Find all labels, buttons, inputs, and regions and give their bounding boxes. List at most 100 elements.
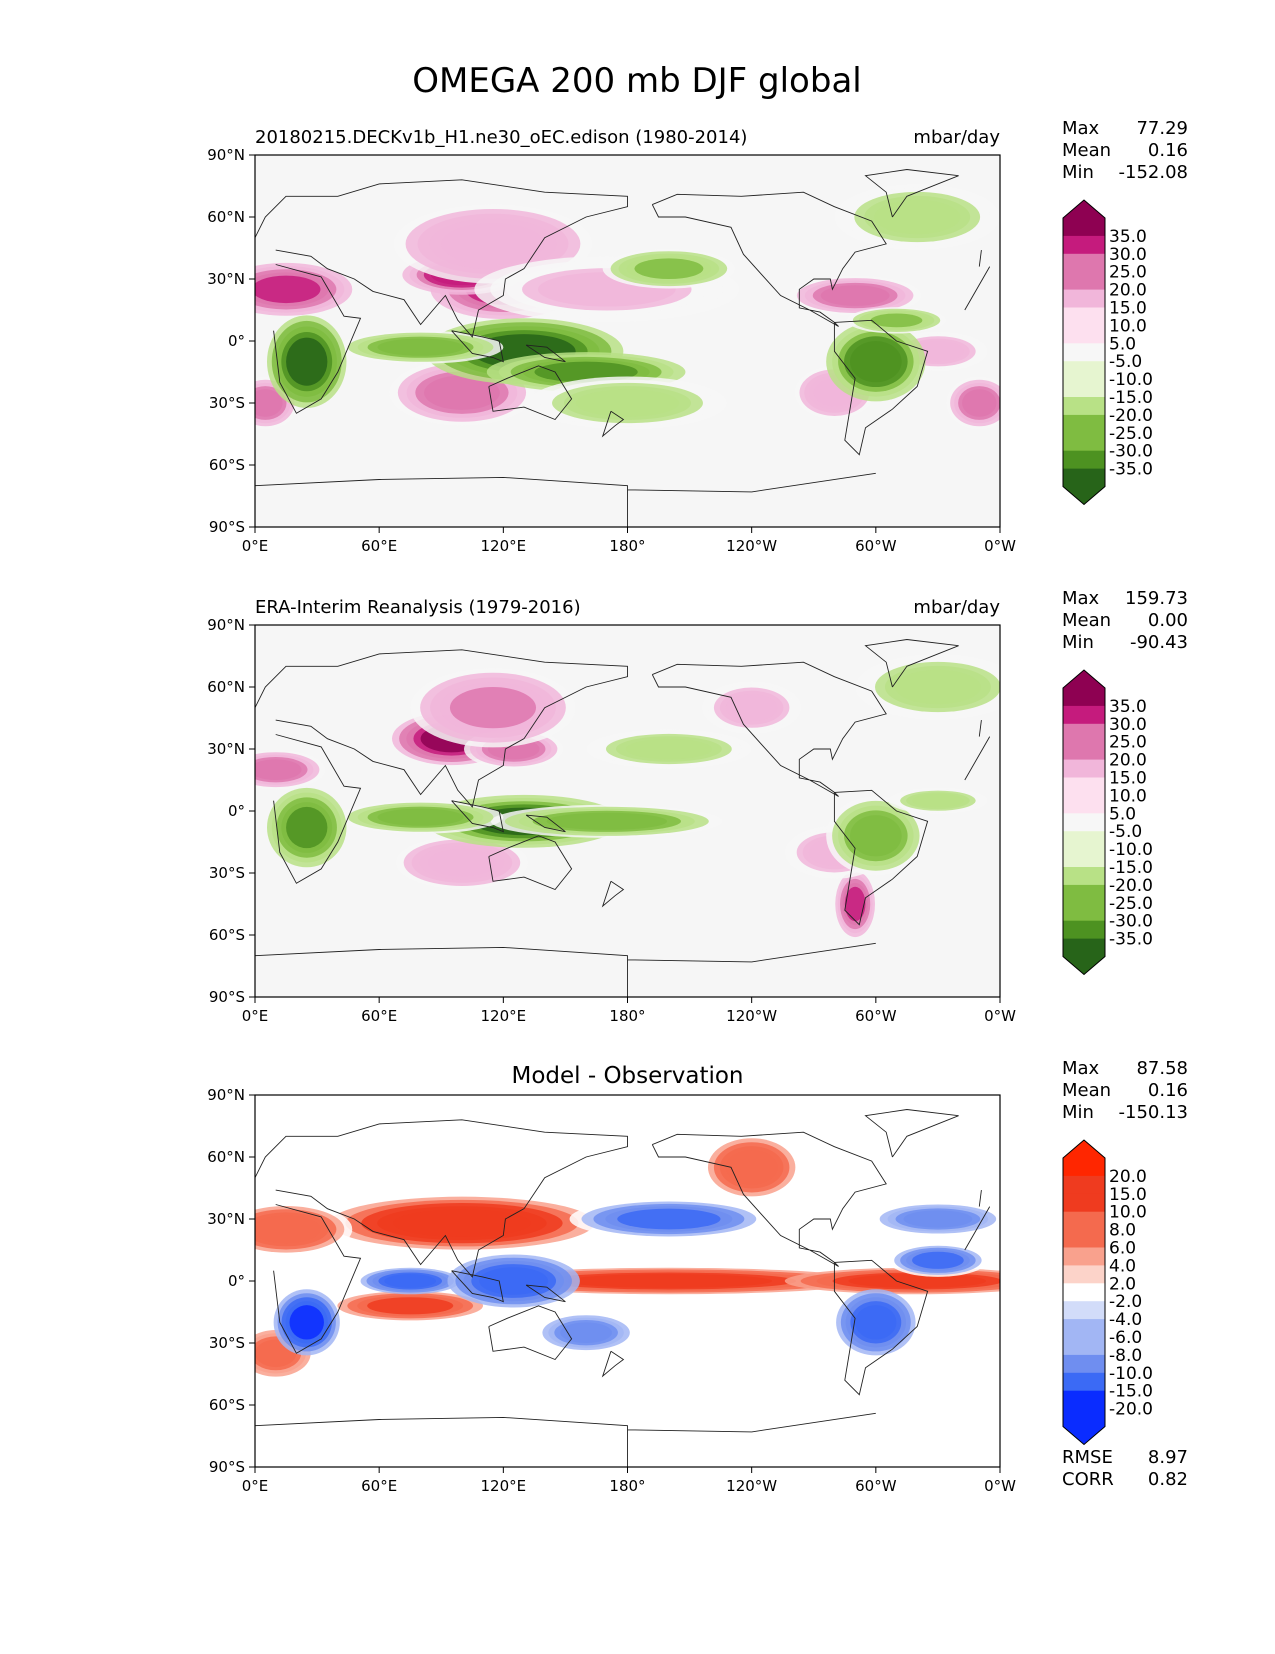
y-tick-label: 30°N — [207, 740, 245, 758]
colorbar-slot — [1063, 920, 1105, 940]
field-feature-18 — [874, 199, 961, 235]
rmse-label: RMSE — [1062, 1447, 1113, 1468]
stat-label-min: Min — [1062, 632, 1094, 653]
colorbar-label: -30.0 — [1109, 442, 1153, 462]
panel-diff: Model - Observation 0°E 60°E 120°E 180° 120°W… — [207, 1058, 1188, 1495]
field-feature-7 — [725, 693, 778, 722]
colorbar-slot — [1063, 1408, 1105, 1427]
coastline-9 — [255, 942, 876, 997]
field-feature-14 — [903, 1210, 973, 1228]
colorbar-label: -20.0 — [1109, 1400, 1153, 1420]
colorbar-label: 2.0 — [1109, 1274, 1136, 1294]
coastlines — [255, 169, 991, 527]
coastline-3 — [451, 330, 504, 363]
x-tick-label: 180° — [609, 1477, 645, 1495]
panel-title: ERA-Interim Reanalysis (1979-2016) — [255, 597, 581, 618]
colorbar-slot — [1063, 1283, 1105, 1302]
colorbar-slot — [1063, 1354, 1105, 1374]
x-tick-label: 120°W — [726, 537, 777, 555]
y-tick-label: 60°S — [209, 1396, 245, 1414]
x-tick-label: 0°W — [984, 537, 1016, 555]
y-tick-label: 90°S — [209, 1458, 245, 1476]
colorbar-slot — [1063, 688, 1105, 707]
coastline-2 — [488, 835, 573, 891]
field-feature-5 — [427, 848, 497, 877]
coastline-4 — [525, 1284, 566, 1303]
stat-value-min: -150.13 — [1119, 1102, 1188, 1123]
coastlines — [255, 1109, 991, 1467]
coastline-1 — [255, 1119, 982, 1278]
colorbar-label: 5.0 — [1109, 804, 1136, 824]
coastline-5 — [651, 661, 887, 797]
colorbar-label: 25.0 — [1109, 733, 1147, 753]
colorbar-slot — [1063, 1211, 1105, 1231]
coastline-3 — [451, 1270, 504, 1303]
colorbar-label: 8.0 — [1109, 1221, 1136, 1241]
colorbar-label: -20.0 — [1109, 876, 1153, 896]
field-feature-5 — [255, 389, 283, 417]
colorbar-slot — [1063, 218, 1105, 237]
field-feature-7 — [820, 285, 890, 306]
colorbar-slot — [1063, 379, 1105, 398]
field-feature-1 — [848, 1274, 987, 1288]
colorbar-outline — [1062, 199, 1106, 506]
stat-label-max: Max — [1062, 1058, 1100, 1079]
colorbar-extend-top — [1063, 1140, 1105, 1158]
colorbar-label: 20.0 — [1109, 1167, 1147, 1187]
x-tick-label: 60°W — [855, 537, 897, 555]
colorbar-slot — [1063, 468, 1105, 487]
colorbar-label: 30.0 — [1109, 245, 1147, 265]
colorbar-label: 25.0 — [1109, 263, 1147, 283]
colorbar-label: -10.0 — [1109, 840, 1153, 860]
colorbar-label: -8.0 — [1109, 1346, 1142, 1366]
x-tick-label: 120°E — [481, 1477, 527, 1495]
colorbar-label: 6.0 — [1109, 1239, 1136, 1259]
stat-value-mean: 0.16 — [1148, 140, 1188, 161]
stat-value-max: 77.29 — [1136, 118, 1188, 139]
coastline-6 — [833, 789, 929, 926]
colorbar-slot — [1063, 723, 1105, 743]
colorbar-slot — [1063, 361, 1105, 380]
coastline-2 — [488, 365, 573, 421]
x-tick-label: 120°E — [481, 1007, 527, 1025]
x-tick-label: 180° — [609, 1007, 645, 1025]
field-layer — [255, 1134, 1000, 1380]
field-feature-10 — [479, 1267, 549, 1295]
coastline-9 — [255, 472, 876, 527]
colorbar-label: 20.0 — [1109, 751, 1147, 771]
colorbar-slot — [1063, 1372, 1105, 1392]
x-tick-label: 0°E — [242, 1007, 269, 1025]
colorbar-slot — [1063, 1193, 1105, 1213]
colorbar-slot — [1063, 795, 1105, 814]
coastline-8 — [601, 410, 625, 438]
coastline-0 — [273, 734, 991, 884]
field-feature-10 — [377, 808, 464, 826]
field-feature-12 — [912, 1251, 964, 1269]
field-feature-6 — [962, 389, 997, 417]
colorbar-label: 35.0 — [1109, 227, 1147, 247]
stat-value-mean: 0.16 — [1148, 1080, 1188, 1101]
colorbar-extend-bottom — [1063, 1426, 1105, 1445]
x-tick-label: 60°W — [855, 1477, 897, 1495]
colorbar-slot — [1063, 307, 1105, 326]
colorbar-label: -4.0 — [1109, 1310, 1142, 1330]
stat-value-max: 87.58 — [1136, 1058, 1188, 1079]
y-tick-label: 60°S — [209, 456, 245, 474]
coastline-5 — [651, 191, 887, 327]
field-feature-4 — [844, 886, 866, 922]
y-tick-label: 90°N — [207, 616, 245, 634]
x-tick-label: 180° — [609, 537, 645, 555]
field-feature-2 — [449, 687, 537, 729]
colorbar: 35.030.025.020.015.010.05.0-5.0-10.0-15.… — [1062, 669, 1153, 976]
colorbar-slot — [1063, 741, 1105, 761]
stat-value-min: -90.43 — [1130, 632, 1188, 653]
colorbar-slot — [1063, 1229, 1105, 1248]
coastline-2 — [488, 1305, 573, 1361]
colorbar-label: -15.0 — [1109, 1382, 1153, 1402]
coastline-0 — [273, 264, 991, 414]
x-tick-label: 0°W — [984, 1477, 1016, 1495]
field-feature-8 — [384, 1274, 437, 1288]
y-tick-label: 60°N — [207, 678, 245, 696]
field-feature-16 — [634, 258, 704, 279]
panel-test: 20180215.DECKv1b_H1.ne30_oEC.edison (198… — [207, 118, 1188, 555]
